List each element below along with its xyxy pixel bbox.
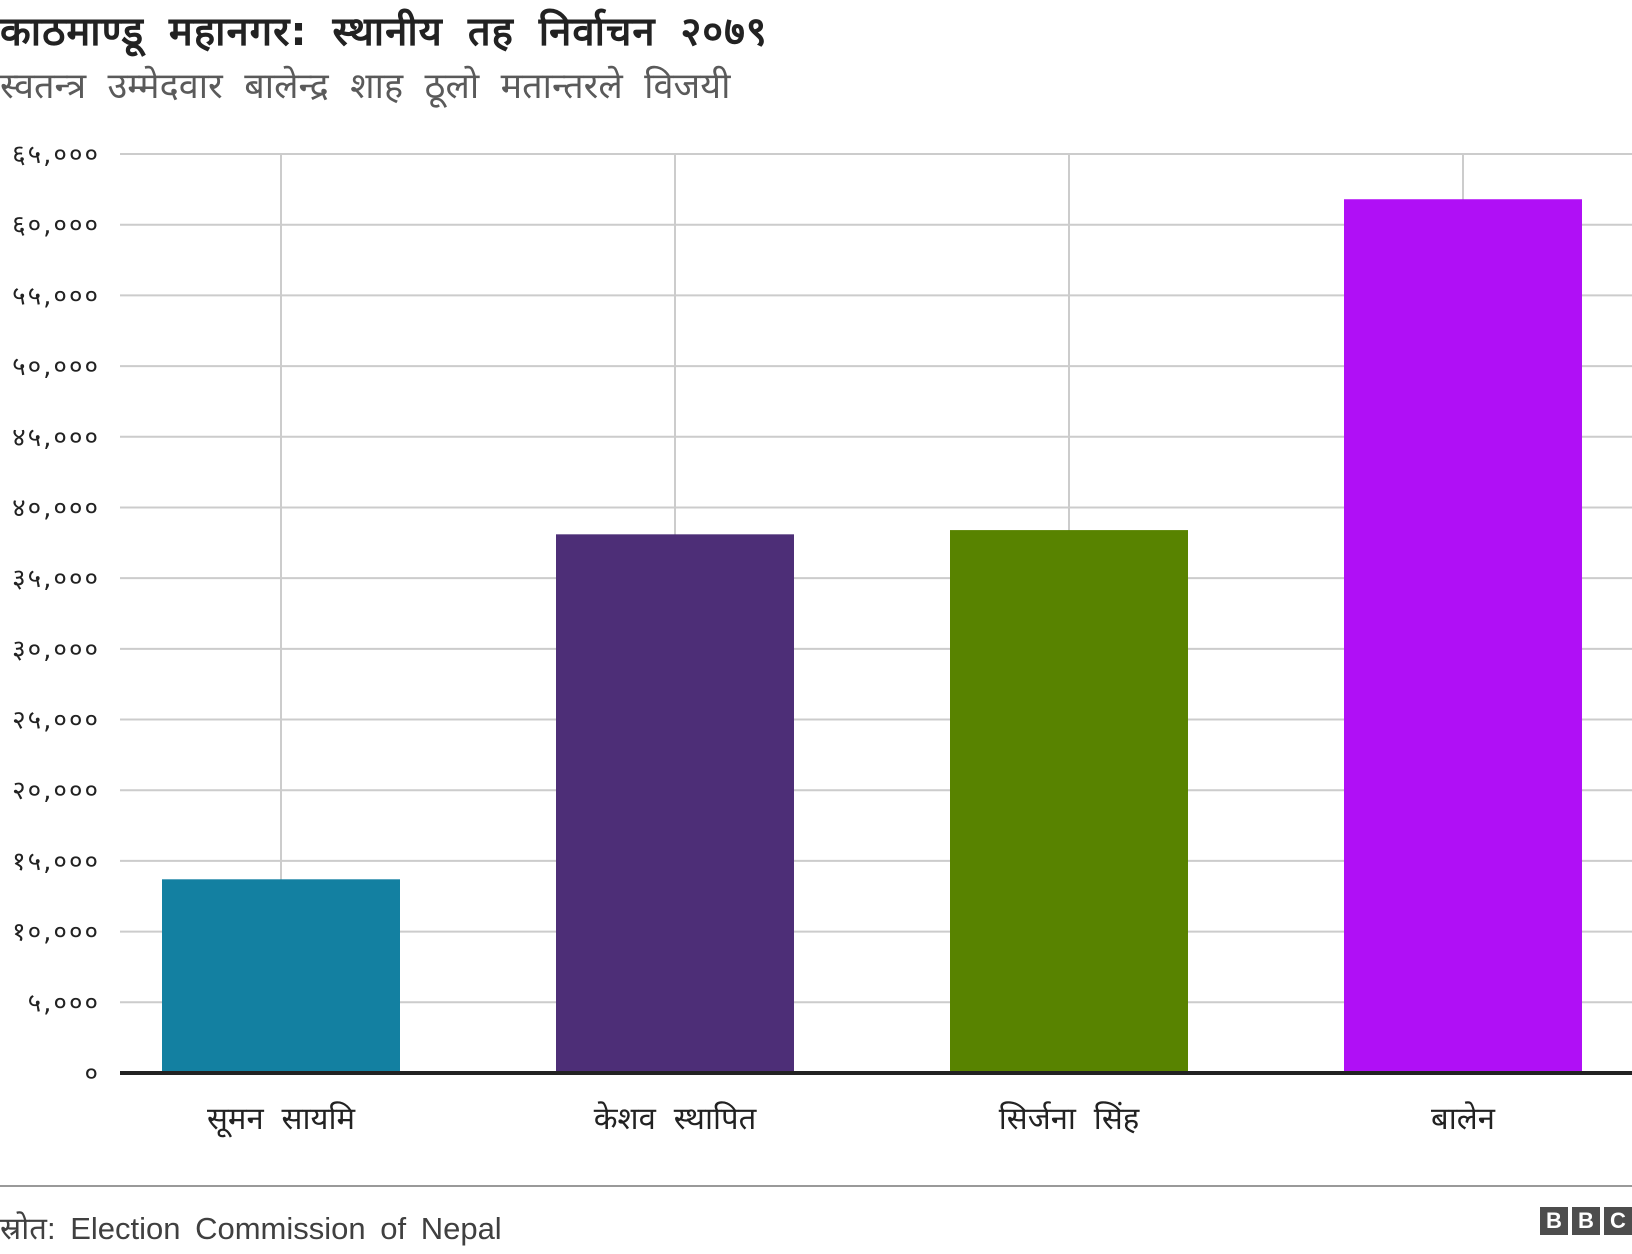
x-tick-label: बालेन — [1431, 1101, 1496, 1137]
chart-subtitle: स्वतन्त्र उम्मेदवार बालेन्द्र शाह ठूलो म… — [0, 66, 731, 107]
y-tick-label: १०,००० — [12, 918, 100, 948]
y-tick-label: ५०,००० — [12, 352, 100, 382]
bbc-logo-letter: B — [1572, 1207, 1600, 1235]
y-tick-label: ५५,००० — [12, 281, 100, 311]
y-tick-label: ३५,००० — [12, 564, 100, 594]
x-tick-label: सिर्जना सिंह — [999, 1101, 1140, 1137]
x-tick-label: सूमन सायमि — [207, 1101, 356, 1138]
y-tick-label: १५,००० — [12, 847, 100, 877]
y-tick-label: ४५,००० — [12, 423, 100, 453]
y-tick-label: २०,००० — [12, 776, 100, 806]
y-tick-label: २५,००० — [12, 706, 100, 736]
y-tick-label: ३०,००० — [12, 635, 100, 665]
source-note: स्रोत: Election Commission of Nepal — [0, 1211, 502, 1246]
bar-chart: ० ५,००० १०,००० १५,००० २०,००० २५,००० ३०,००० ३५,०… — [12, 140, 1632, 1138]
footer-divider — [0, 1185, 1632, 1187]
y-tick-label: ० — [84, 1059, 100, 1089]
bbc-logo-letter: B — [1540, 1207, 1568, 1235]
bar — [950, 530, 1188, 1073]
bbc-logo: B B C — [1540, 1207, 1632, 1235]
y-tick-label: ४०,००० — [12, 493, 100, 523]
y-tick-label: ५,००० — [28, 988, 100, 1018]
y-tick-label: ६५,००० — [12, 140, 100, 170]
bbc-logo-letter: C — [1604, 1207, 1632, 1235]
y-tick-label: ६०,००० — [12, 211, 100, 241]
bar — [162, 879, 400, 1073]
x-tick-label: केशव स्थापित — [594, 1101, 758, 1137]
bar — [1344, 199, 1582, 1074]
chart-title: काठमाण्डू महानगर: स्थानीय तह निर्वाचन २०… — [0, 9, 768, 55]
bar — [556, 534, 794, 1073]
